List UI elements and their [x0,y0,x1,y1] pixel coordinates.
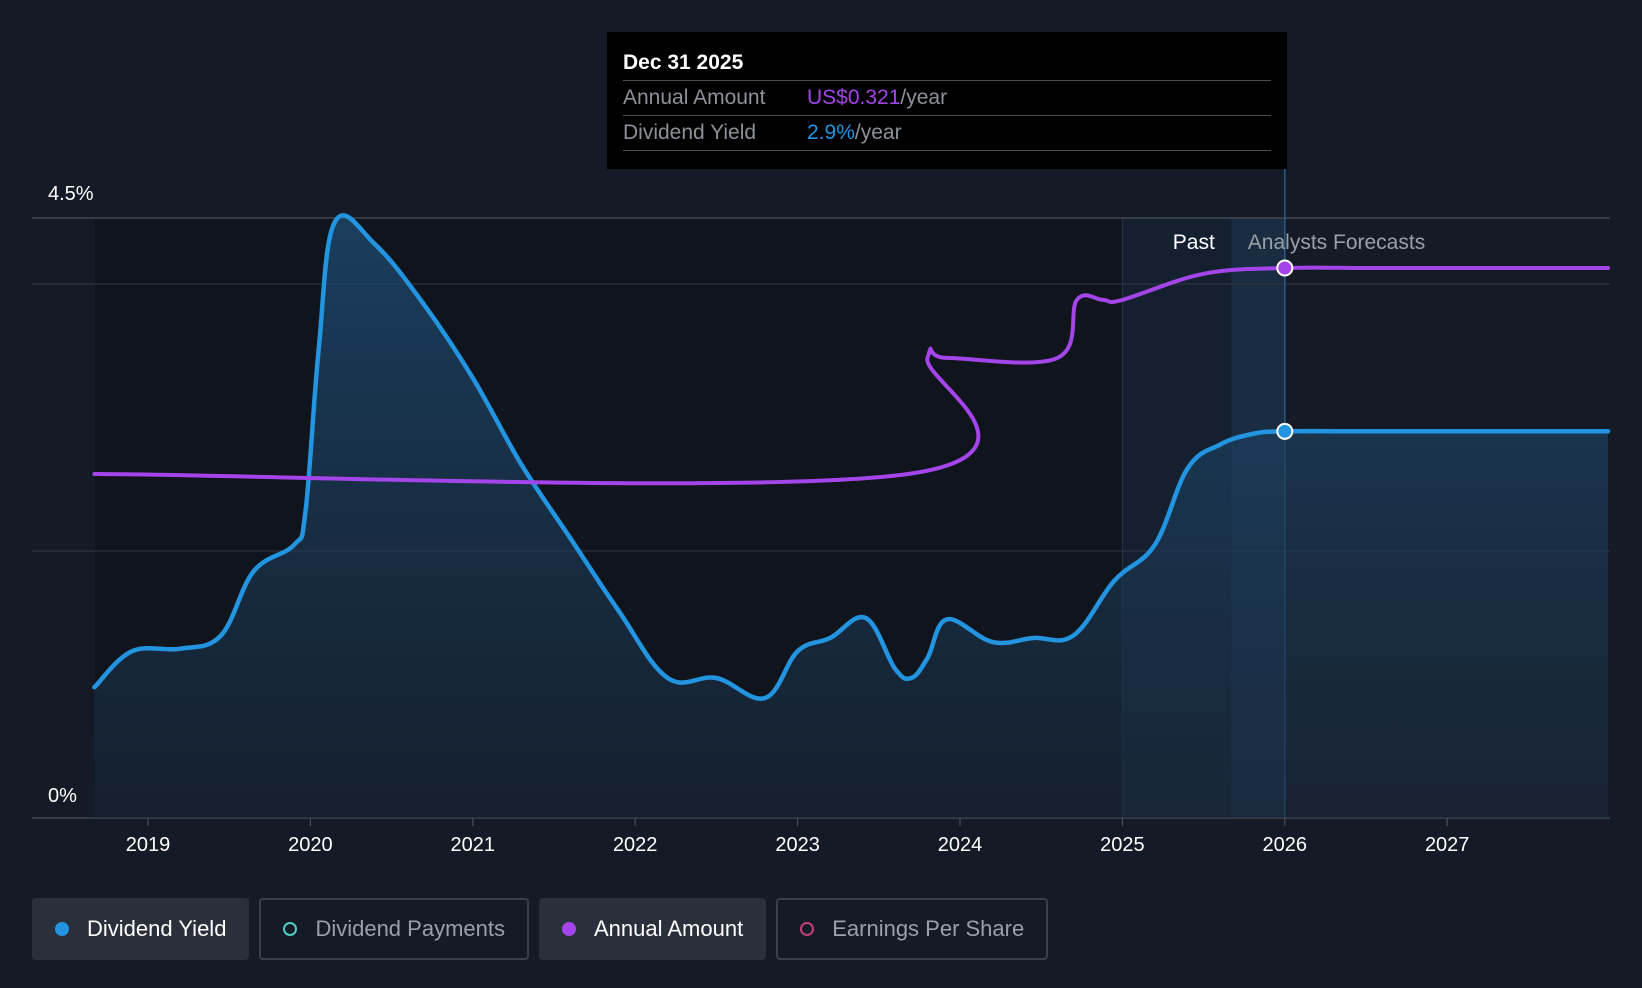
past-label: Past [1173,231,1215,254]
dividend-yield-marker [1276,422,1294,440]
legend-label: Annual Amount [593,916,744,941]
tooltip-unit: /year [854,121,902,144]
dividend-yield-line [92,213,1611,701]
tooltip-label: Dividend Yield [623,121,757,144]
tooltip-unit: /year [900,86,948,109]
x-tick-label: 2019 [126,834,171,856]
dot-icon [55,922,69,936]
x-tick-label: 2027 [1425,834,1470,856]
legend-dividend-yield-button[interactable]: Dividend Yield [32,898,250,960]
legend: Dividend Yield Dividend Payments Annual … [32,898,1049,960]
tooltip-date: Dec 31 2025 [623,51,744,74]
annual-amount-line [92,265,1610,486]
x-tick-label: 2024 [938,834,983,856]
x-tick-label: 2023 [775,834,820,856]
legend-earnings-per-share-button[interactable]: Earnings Per Share [776,898,1049,960]
legend-label: Dividend Yield [87,916,227,941]
y-tick-label: 4.5% [48,183,94,205]
x-tick-label: 2022 [613,834,658,856]
legend-label: Earnings Per Share [832,916,1025,941]
y-tick-label: 0% [48,785,77,807]
x-tick-label: 2020 [288,834,333,856]
dot-icon [561,922,576,936]
dividend-yield-area [94,215,1608,819]
annual-amount-marker [1276,259,1294,277]
x-tick-label: 2021 [451,834,496,856]
legend-dividend-payments-button[interactable]: Dividend Payments [259,898,529,960]
x-tick-label: 2026 [1263,834,1308,856]
legend-label: Dividend Payments [315,916,505,941]
dot-icon [283,922,298,936]
tooltip-value: US$0.321 [807,86,901,109]
tooltip-row-annual-amount: Annual Amount US$0.321 /year [623,80,1271,115]
tooltip-row-dividend-yield: Dividend Yield 2.9% /year [623,115,1271,151]
tooltip-value: 2.9% [807,121,855,144]
dot-icon [800,922,815,936]
tooltip-label: Annual Amount [623,86,766,109]
x-tick-label: 2025 [1100,834,1145,856]
tooltip: Dec 31 2025 Annual Amount US$0.321 /year… [607,32,1287,169]
legend-annual-amount-button[interactable]: Annual Amount [538,898,767,960]
forecast-label: Analysts Forecasts [1248,231,1425,254]
